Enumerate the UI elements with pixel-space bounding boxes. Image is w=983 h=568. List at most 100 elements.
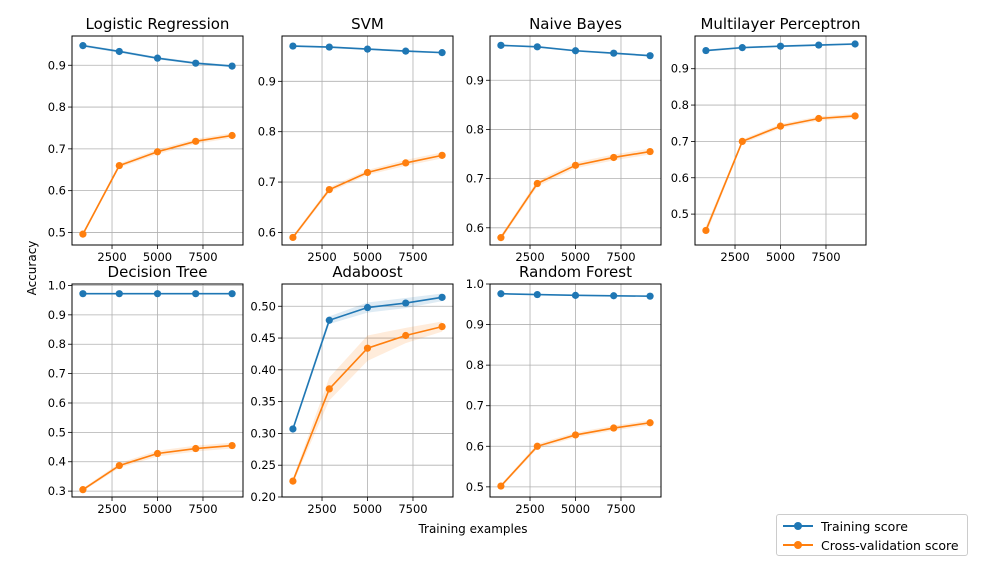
data-point-training xyxy=(325,43,333,51)
subplot-4: 2500 5000 7500 0.3 0.4 0.5 0.6 0.7 0.8 0.9 1.0 Deci… xyxy=(48,263,244,516)
data-point-cv xyxy=(289,477,297,485)
y-tick-label: 0.6 xyxy=(258,225,276,239)
y-tick-label: 1.0 xyxy=(466,277,484,291)
y-tick-label: 0.20 xyxy=(250,490,276,504)
figure-xlabel: Training examples xyxy=(417,522,527,536)
y-tick-label: 0.9 xyxy=(48,308,66,322)
y-tick-label: 0.7 xyxy=(258,175,276,189)
y-tick-label: 0.8 xyxy=(48,100,66,114)
subplot-3: 2500 5000 7500 0.5 0.6 0.7 0.8 0.9 Multilayer Pe… xyxy=(671,15,867,264)
y-tick-label: 0.5 xyxy=(466,480,484,494)
x-tick-label: 7500 xyxy=(606,250,635,264)
data-point-cv xyxy=(571,161,580,169)
y-tick-label: 0.8 xyxy=(48,337,66,351)
data-point-cv xyxy=(115,461,123,470)
subplot-title: Naive Bayes xyxy=(529,15,622,33)
data-point-training xyxy=(533,290,541,299)
confidence-band-cv xyxy=(292,321,443,484)
data-point-cv xyxy=(776,122,785,130)
subplot-grid: 2500 5000 7500 0.5 0.6 0.7 0.8 0.9 Logistic Regr… xyxy=(48,15,867,516)
legend-swatch-cv xyxy=(783,539,813,551)
y-tick-label: 0.8 xyxy=(671,98,689,112)
y-tick-label: 0.9 xyxy=(258,74,276,88)
data-point-cv xyxy=(497,234,505,242)
x-tick-label: 7500 xyxy=(606,502,635,516)
x-tick-label: 2500 xyxy=(515,502,544,516)
data-point-cv xyxy=(438,323,446,331)
data-point-training xyxy=(438,49,446,57)
y-tick-label: 0.9 xyxy=(466,318,484,332)
data-point-training xyxy=(192,290,200,298)
y-tick-label: 0.7 xyxy=(48,142,66,156)
data-point-cv xyxy=(702,226,710,235)
data-point-cv xyxy=(325,186,333,194)
data-point-cv xyxy=(115,161,123,170)
data-point-cv xyxy=(228,131,236,140)
x-tick-label: 7500 xyxy=(188,250,217,264)
data-point-training xyxy=(610,49,618,57)
y-tick-label: 0.4 xyxy=(48,455,66,469)
y-tick-label: 0.6 xyxy=(48,396,66,410)
data-point-training xyxy=(646,52,654,60)
data-point-cv xyxy=(363,344,372,352)
legend-item-cv: Cross-validation score xyxy=(783,536,959,554)
data-point-training xyxy=(363,45,372,53)
subplot-2: 2500 5000 7500 0.6 0.7 0.8 0.9 Naive Bayes xyxy=(466,15,662,264)
y-tick-label: 0.35 xyxy=(250,395,276,409)
y-tick-label: 0.7 xyxy=(466,172,484,186)
data-point-training xyxy=(363,303,372,312)
y-tick-label: 0.6 xyxy=(671,171,689,185)
subplot-5: 2500 5000 7500 0.20 0.25 0.30 0.35 0.40 0.45 0.50… xyxy=(250,263,454,516)
y-tick-label: 0.5 xyxy=(671,207,689,221)
data-point-cv xyxy=(363,168,372,177)
data-point-cv xyxy=(79,486,87,494)
y-tick-label: 0.30 xyxy=(250,426,276,440)
y-tick-label: 0.8 xyxy=(466,358,484,372)
data-point-training xyxy=(402,299,410,307)
data-point-cv xyxy=(289,233,297,242)
legend: Training score Cross-validation score xyxy=(776,514,968,556)
data-point-training xyxy=(776,42,785,50)
y-tick-label: 0.40 xyxy=(250,363,276,377)
x-tick-label: 2500 xyxy=(720,250,749,264)
data-point-training xyxy=(115,47,123,56)
figure-ylabel: Accuracy xyxy=(25,241,39,296)
subplot-1: 2500 5000 7500 0.6 0.7 0.8 0.9 SVM xyxy=(258,15,454,264)
legend-item-training: Training score xyxy=(783,517,908,535)
data-point-cv xyxy=(153,148,162,156)
data-point-cv xyxy=(325,385,333,393)
data-point-training xyxy=(571,291,580,299)
data-point-training xyxy=(153,54,162,62)
subplot-6: 2500 5000 7500 0.5 0.6 0.7 0.8 0.9 1.0 Random For… xyxy=(466,263,662,516)
x-tick-label: 7500 xyxy=(398,502,427,516)
data-point-training xyxy=(438,293,446,301)
data-point-training xyxy=(289,42,297,50)
subplot-title: Multilayer Perceptron xyxy=(700,15,860,33)
data-point-cv xyxy=(610,424,618,432)
data-point-training xyxy=(228,62,236,70)
data-point-cv xyxy=(610,153,618,162)
data-point-cv xyxy=(533,179,541,188)
data-point-cv xyxy=(402,331,410,340)
subplot-title: Decision Tree xyxy=(108,263,208,281)
y-tick-label: 0.7 xyxy=(671,134,689,148)
x-tick-label: 2500 xyxy=(97,250,126,264)
data-point-training xyxy=(571,47,580,55)
y-tick-label: 0.9 xyxy=(48,58,66,72)
y-tick-label: 0.7 xyxy=(466,399,484,413)
data-point-training xyxy=(851,40,859,48)
data-point-training xyxy=(325,316,333,324)
legend-swatch-training xyxy=(783,520,813,532)
data-point-training xyxy=(192,59,200,67)
x-tick-label: 2500 xyxy=(515,250,544,264)
data-point-training xyxy=(646,292,654,300)
y-tick-label: 0.9 xyxy=(671,62,689,76)
y-tick-label: 0.8 xyxy=(466,122,484,136)
data-point-training xyxy=(79,42,87,50)
data-point-training xyxy=(402,47,410,55)
subplot-title: Adaboost xyxy=(332,263,402,281)
data-point-cv xyxy=(533,442,541,450)
legend-label-cv: Cross-validation score xyxy=(821,537,959,553)
y-tick-label: 0.25 xyxy=(250,458,276,472)
